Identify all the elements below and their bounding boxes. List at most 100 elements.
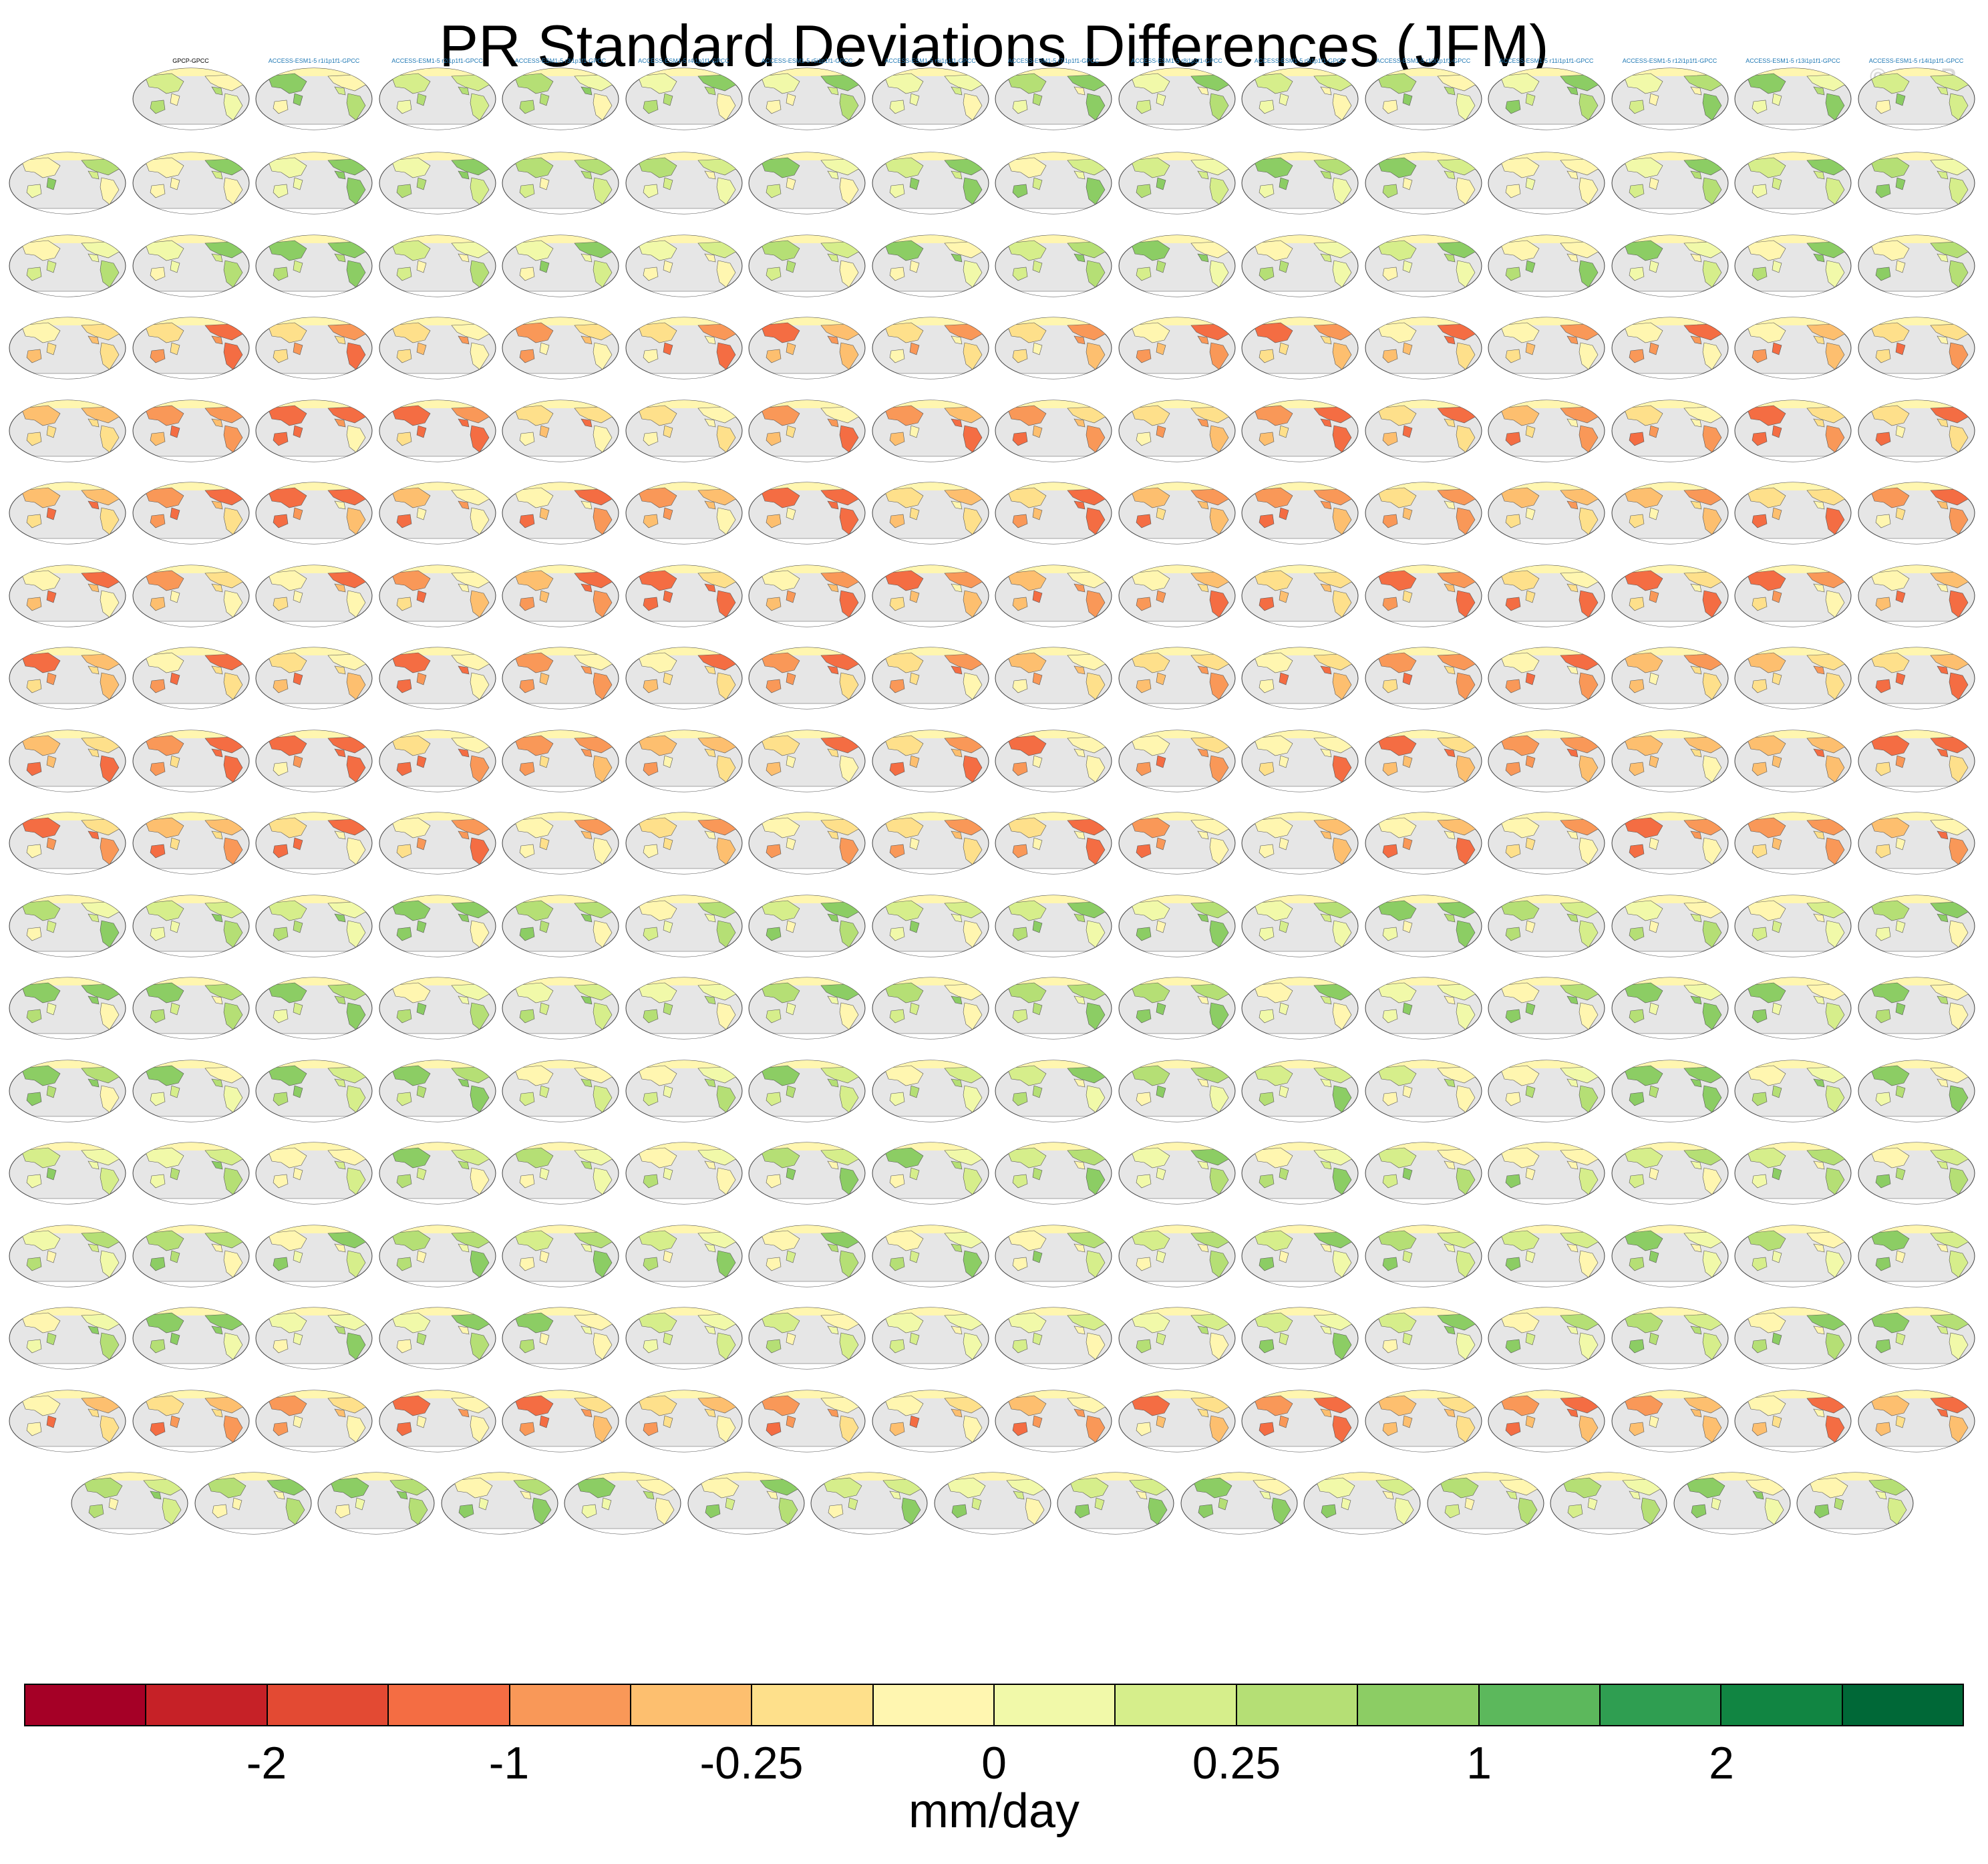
map-thumbnail — [501, 894, 620, 958]
map-panel — [378, 390, 497, 463]
map-thumbnail — [1857, 1389, 1976, 1453]
map-thumbnail — [1118, 234, 1236, 298]
map-thumbnail — [378, 316, 497, 380]
map-thumbnail — [8, 1306, 127, 1370]
map-panel — [378, 1380, 497, 1453]
map-panel — [1733, 307, 1852, 380]
map-thumbnail — [1487, 151, 1606, 215]
map-panel — [1487, 555, 1606, 628]
colorbar-swatch — [631, 1685, 753, 1725]
map-thumbnail — [1118, 67, 1236, 131]
map-thumbnail — [378, 976, 497, 1040]
map-panel — [871, 1050, 990, 1123]
map-panel — [501, 307, 620, 380]
map-panel — [871, 967, 990, 1040]
map-thumbnail — [255, 151, 373, 215]
map-panel — [625, 555, 743, 628]
map-panel — [1364, 885, 1483, 958]
map-panel — [1364, 307, 1483, 380]
map-panel: ACCESS-ESM1-5 r7i1p1f1-GPCC — [994, 57, 1113, 131]
map-thumbnail — [994, 316, 1113, 380]
map-thumbnail — [748, 151, 866, 215]
map-panel — [748, 1380, 866, 1453]
map-thumbnail — [1240, 646, 1359, 710]
map-thumbnail — [1118, 729, 1236, 793]
map-thumbnail — [1611, 894, 1729, 958]
map-panel — [994, 555, 1113, 628]
map-panel — [1487, 224, 1606, 298]
map-panel — [255, 390, 373, 463]
map-panel — [748, 390, 866, 463]
map-thumbnail — [378, 399, 497, 463]
map-thumbnail — [1673, 1471, 1792, 1535]
map-panel — [994, 1050, 1113, 1123]
map-panel — [70, 1462, 189, 1535]
colorbar-units: mm/day — [908, 1784, 1080, 1838]
map-panel — [748, 885, 866, 958]
map-thumbnail — [8, 1224, 127, 1288]
map-panel — [501, 1215, 620, 1288]
map-thumbnail — [501, 976, 620, 1040]
map-panel — [132, 1297, 251, 1370]
map-panel — [255, 1050, 373, 1123]
map-thumbnail — [378, 894, 497, 958]
map-panel — [994, 1380, 1113, 1453]
map-panel — [132, 1215, 251, 1288]
map-panel — [1364, 390, 1483, 463]
map-panel — [1796, 1462, 1915, 1535]
map-thumbnail — [871, 894, 990, 958]
map-panel — [501, 967, 620, 1040]
map-panel — [378, 224, 497, 298]
map-thumbnail — [1733, 564, 1852, 628]
map-panel — [748, 555, 866, 628]
map-thumbnail — [871, 316, 990, 380]
map-thumbnail — [871, 729, 990, 793]
map-panel — [8, 1050, 127, 1123]
map-thumbnail — [1364, 564, 1483, 628]
map-thumbnail — [748, 481, 866, 545]
map-thumbnail — [378, 811, 497, 875]
map-panel — [871, 472, 990, 545]
map-panel — [132, 224, 251, 298]
map-panel — [1611, 1380, 1729, 1453]
map-thumbnail — [8, 564, 127, 628]
map-panel — [378, 1297, 497, 1370]
map-thumbnail — [501, 1224, 620, 1288]
map-thumbnail — [1240, 811, 1359, 875]
map-thumbnail — [255, 1389, 373, 1453]
map-thumbnail — [871, 1224, 990, 1288]
map-thumbnail — [501, 564, 620, 628]
map-thumbnail — [1857, 151, 1976, 215]
map-panel — [994, 637, 1113, 710]
map-panel — [1857, 637, 1976, 710]
map-panel — [501, 555, 620, 628]
map-thumbnail — [994, 1306, 1113, 1370]
map-panel — [255, 802, 373, 875]
map-panel — [132, 1132, 251, 1205]
map-panel — [255, 1132, 373, 1205]
map-panel — [8, 390, 127, 463]
map-panel — [994, 142, 1113, 215]
map-thumbnail — [1857, 646, 1976, 710]
map-panel — [1857, 555, 1976, 628]
map-panel — [1240, 885, 1359, 958]
map-thumbnail — [378, 1224, 497, 1288]
colorbar-swatch — [1721, 1685, 1843, 1725]
map-panel — [1611, 1297, 1729, 1370]
colorbar-tick-label: 0.25 — [1192, 1738, 1281, 1789]
map-panel — [255, 472, 373, 545]
colorbar-tick-label: -2 — [246, 1738, 287, 1789]
map-panel: ACCESS-ESM1-5 r12i1p1f1-GPCC — [1611, 57, 1729, 131]
map-thumbnail — [255, 729, 373, 793]
map-thumbnail — [1487, 1389, 1606, 1453]
colorbar-swatch — [267, 1685, 389, 1725]
map-panel — [8, 555, 127, 628]
map-thumbnail — [1857, 811, 1976, 875]
map-panel — [132, 1050, 251, 1123]
colorbar-swatch — [1600, 1685, 1722, 1725]
map-panel — [1857, 390, 1976, 463]
map-thumbnail — [1857, 1059, 1976, 1123]
map-panel — [1487, 720, 1606, 793]
map-thumbnail — [1611, 316, 1729, 380]
map-panel-grid: GPCP-GPCC ACCESS-ESM1-5 r1i1p1f1-GPCC AC… — [8, 57, 1976, 1535]
